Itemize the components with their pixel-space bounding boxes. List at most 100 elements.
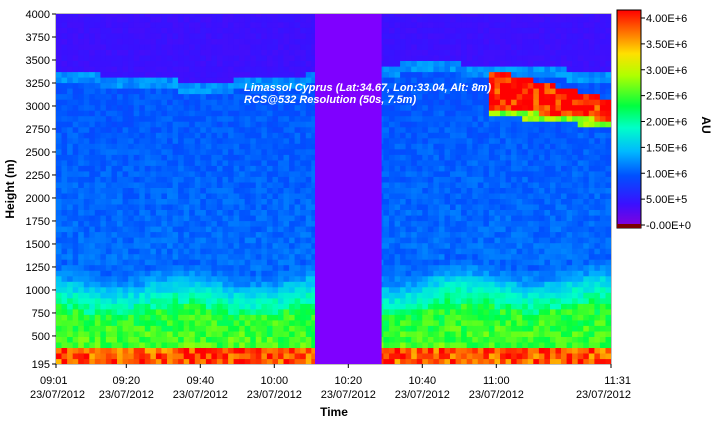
heatmap-cell xyxy=(305,319,312,326)
heatmap-cell xyxy=(472,60,479,67)
heatmap-cell xyxy=(450,270,457,277)
heatmap-cell xyxy=(172,71,179,78)
heatmap-cell xyxy=(300,143,307,150)
heatmap-cell xyxy=(167,325,174,332)
heatmap-cell xyxy=(72,104,79,111)
heatmap-cell xyxy=(461,264,468,271)
heatmap-cell xyxy=(455,336,462,343)
heatmap-cell xyxy=(466,336,473,343)
heatmap-cell xyxy=(172,286,179,293)
heatmap-cell xyxy=(472,104,479,111)
heatmap-cell xyxy=(105,66,113,73)
heatmap-cell xyxy=(94,231,101,238)
heatmap-cell xyxy=(94,32,101,39)
heatmap-cell xyxy=(422,148,429,155)
heatmap-cell xyxy=(161,66,168,73)
heatmap-cell xyxy=(383,121,390,128)
heatmap-cell xyxy=(389,336,396,343)
heatmap-cell xyxy=(427,253,435,260)
heatmap-cell xyxy=(133,292,140,299)
heatmap-cell xyxy=(161,21,168,28)
heatmap-cell xyxy=(289,347,296,354)
heatmap-cell xyxy=(117,303,124,310)
heatmap-cell xyxy=(128,27,135,34)
heatmap-cell xyxy=(72,121,79,128)
heatmap-cell xyxy=(294,270,301,277)
heatmap-cell xyxy=(261,347,268,354)
heatmap-cell xyxy=(105,308,113,315)
heatmap-cell xyxy=(205,336,212,343)
heatmap-cell xyxy=(450,319,457,326)
heatmap-cell xyxy=(222,209,229,216)
heatmap-cell xyxy=(200,170,207,177)
heatmap-cell xyxy=(294,319,301,326)
heatmap-cell xyxy=(72,259,79,266)
heatmap-cell xyxy=(105,77,113,84)
heatmap-cell xyxy=(405,148,412,155)
heatmap-cell xyxy=(205,104,212,111)
heatmap-cell xyxy=(444,104,451,111)
heatmap-cell xyxy=(117,14,124,17)
heatmap-cell xyxy=(427,314,435,321)
heatmap-cell xyxy=(389,203,396,210)
heatmap-cell xyxy=(255,325,262,332)
heatmap-cell xyxy=(167,231,174,238)
heatmap-cell xyxy=(466,198,473,205)
heatmap-cell xyxy=(194,303,201,310)
heatmap-cell xyxy=(427,170,435,177)
heatmap-cell xyxy=(72,198,79,205)
heatmap-cell xyxy=(272,82,279,89)
heatmap-cell xyxy=(250,104,257,111)
heatmap-cell xyxy=(72,215,79,222)
heatmap-cell xyxy=(450,181,457,188)
heatmap-cell xyxy=(200,297,207,304)
heatmap-cell xyxy=(444,226,451,233)
heatmap-cell xyxy=(261,154,268,161)
heatmap-cell xyxy=(461,176,468,183)
heatmap-cell xyxy=(466,16,473,23)
heatmap-cell xyxy=(483,231,490,238)
heatmap-cell xyxy=(128,77,135,84)
heatmap-cell xyxy=(222,88,229,95)
heatmap-cell xyxy=(155,325,163,332)
heatmap-cell xyxy=(200,38,207,45)
heatmap-cell xyxy=(222,198,229,205)
heatmap-cell xyxy=(266,358,274,364)
heatmap-cell xyxy=(200,54,207,61)
heatmap-cell xyxy=(255,198,262,205)
heatmap-cell xyxy=(89,292,96,299)
heatmap-cell xyxy=(194,121,201,128)
heatmap-cell xyxy=(272,121,279,128)
heatmap-cell xyxy=(266,330,274,337)
heatmap-cell xyxy=(450,220,457,227)
heatmap-cell xyxy=(161,209,168,216)
heatmap-cell xyxy=(255,181,262,188)
heatmap-cell xyxy=(150,264,157,271)
heatmap-cell xyxy=(278,66,285,73)
heatmap-cell xyxy=(266,264,274,271)
heatmap-cell xyxy=(411,181,418,188)
heatmap-cell xyxy=(416,242,423,249)
heatmap-cell xyxy=(239,303,246,310)
heatmap-cell xyxy=(438,270,446,277)
heatmap-cell xyxy=(178,325,185,332)
heatmap-cell xyxy=(228,43,235,50)
heatmap-cell xyxy=(444,308,451,315)
heatmap-cell xyxy=(455,54,462,61)
heatmap-cell xyxy=(78,99,85,106)
heatmap-cell xyxy=(72,231,79,238)
heatmap-cell xyxy=(261,43,268,50)
heatmap-cell xyxy=(61,170,68,177)
heatmap-cell xyxy=(216,110,224,117)
heatmap-cell xyxy=(427,148,435,155)
heatmap-cell xyxy=(266,209,274,216)
heatmap-cell xyxy=(438,358,446,364)
heatmap-cell xyxy=(472,121,479,128)
heatmap-cell xyxy=(389,77,396,84)
heatmap-cell xyxy=(178,110,185,117)
heatmap-cell xyxy=(117,43,124,50)
heatmap-cell xyxy=(117,226,124,233)
heatmap-cell xyxy=(455,292,462,299)
heatmap-cell xyxy=(194,66,201,73)
heatmap-cell xyxy=(228,347,235,354)
